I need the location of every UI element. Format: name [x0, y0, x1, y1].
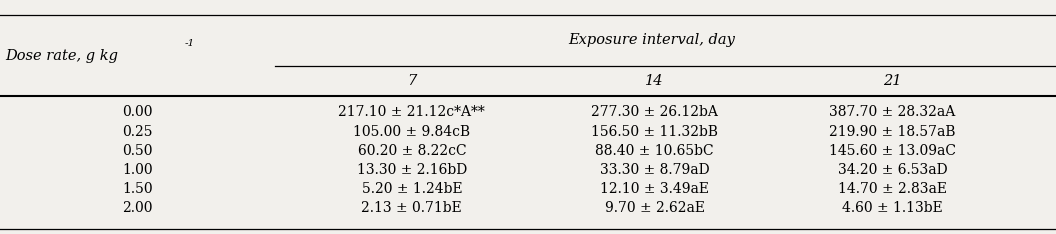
Text: Dose rate, g kg: Dose rate, g kg: [5, 49, 118, 63]
Text: 156.50 ± 11.32bB: 156.50 ± 11.32bB: [591, 124, 718, 139]
Text: 34.20 ± 6.53aD: 34.20 ± 6.53aD: [837, 163, 947, 177]
Text: 33.30 ± 8.79aD: 33.30 ± 8.79aD: [600, 163, 710, 177]
Text: 0.25: 0.25: [122, 124, 152, 139]
Text: 5.20 ± 1.24bE: 5.20 ± 1.24bE: [361, 182, 463, 196]
Text: 88.40 ± 10.65bC: 88.40 ± 10.65bC: [596, 144, 714, 158]
Text: 145.60 ± 13.09aC: 145.60 ± 13.09aC: [829, 144, 956, 158]
Text: Exposure interval, day: Exposure interval, day: [568, 33, 736, 47]
Text: 60.20 ± 8.22cC: 60.20 ± 8.22cC: [358, 144, 466, 158]
Text: 1.00: 1.00: [121, 163, 153, 177]
Text: 105.00 ± 9.84cB: 105.00 ± 9.84cB: [354, 124, 470, 139]
Text: 219.90 ± 18.57aB: 219.90 ± 18.57aB: [829, 124, 956, 139]
Text: 0.50: 0.50: [122, 144, 152, 158]
Text: 387.70 ± 28.32aA: 387.70 ± 28.32aA: [829, 105, 956, 119]
Text: 4.60 ± 1.13bE: 4.60 ± 1.13bE: [842, 201, 943, 215]
Text: -1: -1: [185, 39, 195, 48]
Text: 9.70 ± 2.62aE: 9.70 ± 2.62aE: [605, 201, 704, 215]
Text: 2.00: 2.00: [122, 201, 152, 215]
Text: 12.10 ± 3.49aE: 12.10 ± 3.49aE: [600, 182, 710, 196]
Text: 2.13 ± 0.71bE: 2.13 ± 0.71bE: [361, 201, 463, 215]
Text: 277.30 ± 26.12bA: 277.30 ± 26.12bA: [591, 105, 718, 119]
Text: 1.50: 1.50: [121, 182, 153, 196]
Text: 13.30 ± 2.16bD: 13.30 ± 2.16bD: [357, 163, 467, 177]
Text: 217.10 ± 21.12c*A**: 217.10 ± 21.12c*A**: [339, 105, 485, 119]
Text: 0.00: 0.00: [122, 105, 152, 119]
Text: 14.70 ± 2.83aE: 14.70 ± 2.83aE: [837, 182, 947, 196]
Text: 7: 7: [408, 74, 416, 88]
Text: 14: 14: [645, 74, 664, 88]
Text: 21: 21: [883, 74, 902, 88]
